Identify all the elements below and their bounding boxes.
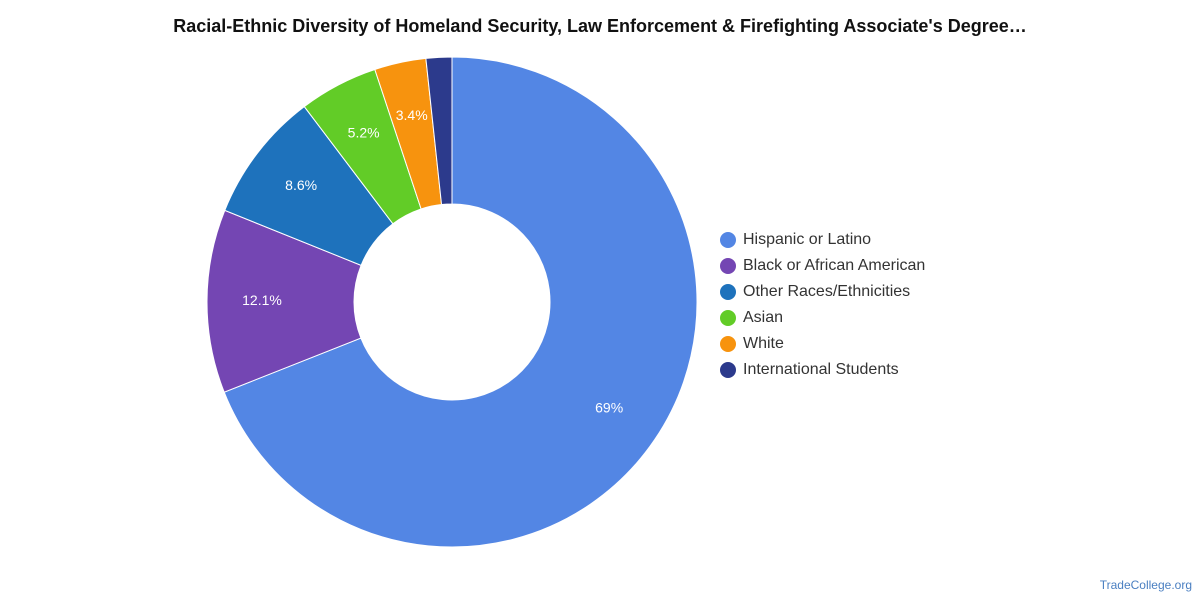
legend-item-asian[interactable]: Asian [720, 305, 925, 331]
legend-marker-icon [720, 336, 736, 352]
slice-black-or-african-american[interactable] [206, 209, 362, 393]
data-label-other-races-ethnicities: 8.6% [285, 177, 317, 193]
legend-item-black-or-african-american[interactable]: Black or African American [720, 253, 925, 279]
legend-marker-icon [720, 258, 736, 274]
legend-label: Hispanic or Latino [743, 231, 872, 248]
legend-item-other-races-ethnicities[interactable]: Other Races/Ethnicities [720, 279, 925, 305]
data-label-white: 3.4% [396, 107, 428, 123]
legend-item-white[interactable]: White [720, 331, 925, 357]
legend-marker-icon [720, 362, 736, 378]
slices-group [206, 56, 698, 548]
legend-item-international-students[interactable]: International Students [720, 357, 925, 383]
legend-label: International Students [743, 361, 899, 378]
data-label-asian: 5.2% [348, 125, 380, 141]
slice-hispanic-or-latino[interactable] [223, 56, 698, 548]
legend-label: White [743, 335, 784, 352]
legend-item-hispanic-or-latino[interactable]: Hispanic or Latino [720, 227, 925, 253]
chart-title: Racial-Ethnic Diversity of Homeland Secu… [173, 16, 1027, 36]
legend-marker-icon [720, 310, 736, 326]
legend-label: Black or African American [743, 257, 926, 274]
data-label-hispanic-or-latino: 69% [595, 399, 623, 415]
slice-labels-group: 69% 12.1% 8.6% 5.2% 3.4% [242, 107, 623, 415]
legend-marker-icon [720, 284, 736, 300]
data-label-black-or-african-american: 12.1% [242, 292, 282, 308]
legend-label: Asian [743, 309, 784, 326]
slice-international-students[interactable] [425, 56, 453, 206]
legend: Hispanic or Latino Black or African Ameri… [720, 227, 925, 383]
source-link[interactable]: TradeCollege.org [1099, 578, 1192, 592]
legend-label: Other Races/Ethnicities [743, 283, 911, 300]
legend-marker-icon [720, 232, 736, 248]
